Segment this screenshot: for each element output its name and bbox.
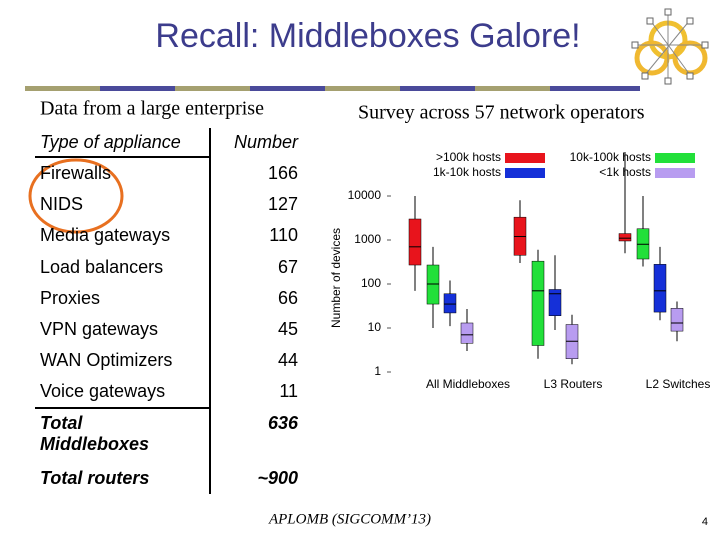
box xyxy=(443,293,457,314)
box xyxy=(408,218,422,266)
appliance-count: 166 xyxy=(267,163,298,183)
appliance-name: NIDS xyxy=(40,194,84,215)
appliance-count: 127 xyxy=(267,194,298,215)
table-header: Type of appliance xyxy=(40,132,181,152)
total-label: Total routers xyxy=(40,468,150,488)
y-tick-label: 10 xyxy=(368,320,382,334)
legend-label: 10k-100k hosts xyxy=(570,150,651,164)
legend-swatch xyxy=(505,153,545,163)
total-count: ~900 xyxy=(257,468,298,488)
appliance-count: 44 xyxy=(277,350,298,371)
box xyxy=(460,322,474,344)
appliance-name: Firewalls xyxy=(40,163,112,183)
right-caption: Survey across 57 network operators xyxy=(358,102,645,124)
appliance-name: WAN Optimizers xyxy=(40,350,173,371)
appliance-name: Load balancers xyxy=(40,256,164,277)
y-axis-label: Number of devices xyxy=(329,228,343,328)
y-tick-label: 1000 xyxy=(354,232,381,246)
box xyxy=(670,308,684,332)
table-rules xyxy=(35,128,211,494)
legend-swatch xyxy=(655,153,695,163)
appliance-count: 11 xyxy=(279,381,298,402)
y-tick-label: 10000 xyxy=(348,188,382,202)
x-tick-label: All Middleboxes xyxy=(426,377,510,391)
x-tick-label: L3 Routers xyxy=(544,377,603,391)
box xyxy=(531,260,545,346)
appliance-count: 45 xyxy=(277,319,298,339)
network-icon xyxy=(631,8,709,85)
box xyxy=(653,264,667,313)
slide-title: Recall: Middleboxes Galore! xyxy=(155,17,580,55)
legend-label: 1k-10k hosts xyxy=(433,165,501,179)
y-tick-label: 100 xyxy=(361,276,381,290)
appliance-name: Voice gateways xyxy=(40,381,166,402)
title-rule xyxy=(25,86,640,91)
left-caption: Data from a large enterprise xyxy=(40,98,264,120)
x-tick-label: L2 Switches xyxy=(646,377,711,391)
appliance-count: 67 xyxy=(277,256,298,277)
appliance-name: Media gateways xyxy=(40,225,171,246)
appliance-name: Proxies xyxy=(40,287,101,308)
footer: APLOMB (SIGCOMM’13) xyxy=(268,511,431,527)
appliance-count: 110 xyxy=(269,225,298,246)
total-label: Total Middleboxes xyxy=(40,413,150,454)
box xyxy=(618,233,632,242)
highlight-circle xyxy=(28,158,124,234)
legend-label: <1k hosts xyxy=(599,165,651,179)
appliance-name: VPN gateways xyxy=(40,319,159,339)
y-tick-label: 1 xyxy=(374,364,381,378)
table-header: Number xyxy=(233,132,298,152)
total-count: 636 xyxy=(267,413,298,433)
page-number: 4 xyxy=(702,516,708,528)
legend-swatch xyxy=(505,168,545,178)
legend-swatch xyxy=(655,168,695,178)
box xyxy=(426,264,440,305)
legend-label: >100k hosts xyxy=(436,150,501,164)
appliance-count: 66 xyxy=(277,287,298,308)
box xyxy=(548,289,562,316)
